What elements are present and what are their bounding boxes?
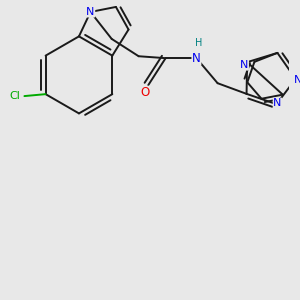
Text: O: O (141, 86, 150, 99)
Text: N: N (192, 52, 201, 65)
Text: N: N (273, 98, 282, 108)
Text: H: H (195, 38, 202, 48)
Text: N: N (86, 7, 95, 17)
Text: N: N (294, 75, 300, 85)
Text: N: N (240, 60, 248, 70)
Text: Cl: Cl (9, 91, 20, 101)
